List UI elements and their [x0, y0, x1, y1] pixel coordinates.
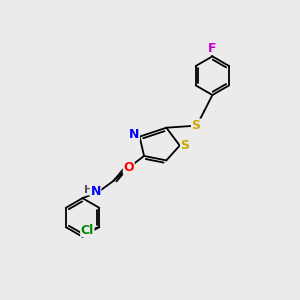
Text: S: S [181, 139, 190, 152]
Text: S: S [192, 119, 201, 132]
Text: N: N [129, 128, 140, 141]
Text: O: O [123, 161, 134, 174]
Text: H: H [84, 185, 93, 195]
Text: Cl: Cl [81, 224, 94, 237]
Text: F: F [208, 42, 217, 55]
Text: N: N [90, 185, 101, 198]
